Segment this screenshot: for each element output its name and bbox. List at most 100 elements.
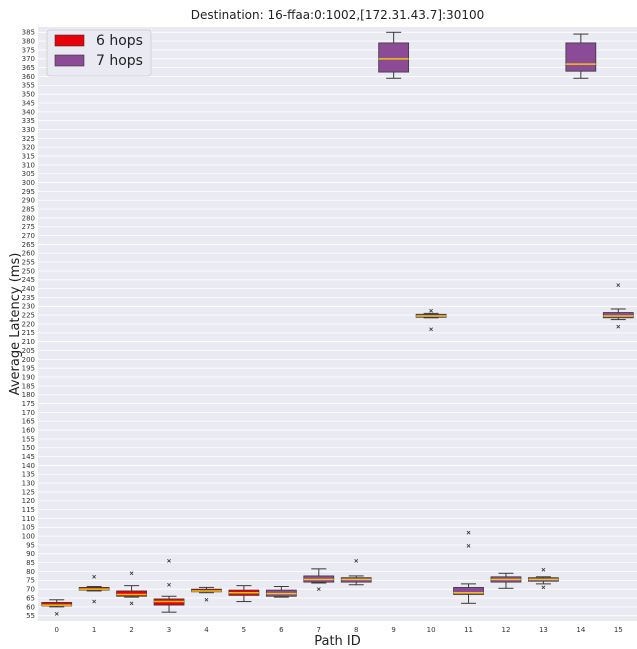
x-tick-label: 14 xyxy=(576,626,585,634)
y-tick-label: 380 xyxy=(22,38,35,46)
y-axis-ticks: 5560657075808590951001051101151201251301… xyxy=(22,29,35,620)
y-tick-label: 55 xyxy=(26,612,35,620)
y-tick-label: 130 xyxy=(22,480,35,488)
y-tick-label: 245 xyxy=(22,276,35,284)
y-tick-label: 80 xyxy=(26,568,35,576)
y-tick-label: 100 xyxy=(22,533,35,541)
y-tick-label: 260 xyxy=(22,250,35,258)
x-tick-label: 7 xyxy=(317,626,321,634)
y-tick-label: 150 xyxy=(22,444,35,452)
box-path-13 xyxy=(528,567,559,590)
box-iqr xyxy=(565,42,597,72)
y-tick-label: 95 xyxy=(26,541,35,549)
box-path-2 xyxy=(116,571,147,606)
outlier-marker xyxy=(616,283,621,287)
y-tick-label: 60 xyxy=(26,603,35,611)
x-tick-label: 8 xyxy=(354,626,358,634)
x-tick-label: 1 xyxy=(92,626,96,634)
y-tick-label: 75 xyxy=(26,577,35,585)
y-tick-label: 65 xyxy=(26,594,35,602)
outlier-stroke xyxy=(204,597,209,602)
box-iqr xyxy=(41,602,73,607)
x-tick-label: 4 xyxy=(204,626,209,634)
x-tick-label: 3 xyxy=(167,626,171,634)
y-tick-label: 350 xyxy=(22,91,35,99)
y-tick-label: 125 xyxy=(22,488,35,496)
y-tick-label: 145 xyxy=(22,453,35,461)
y-tick-label: 300 xyxy=(22,179,35,187)
y-tick-label: 375 xyxy=(22,46,35,54)
y-tick-label: 355 xyxy=(22,82,35,90)
y-tick-label: 275 xyxy=(22,223,35,231)
outlier-marker xyxy=(354,559,359,563)
outlier-stroke xyxy=(429,308,433,313)
box-iqr xyxy=(378,42,410,73)
x-tick-label: 15 xyxy=(614,626,623,634)
y-tick-label: 315 xyxy=(22,152,35,160)
y-tick-label: 340 xyxy=(22,108,35,116)
outlier-stroke xyxy=(167,559,171,563)
outlier-marker xyxy=(466,530,471,535)
outlier-marker xyxy=(316,587,321,592)
legend-label: 7 hops xyxy=(96,53,143,69)
box-path-6 xyxy=(265,586,297,598)
x-tick-label: 2 xyxy=(129,626,133,634)
y-tick-label: 360 xyxy=(22,73,35,81)
y-tick-label: 105 xyxy=(22,524,35,532)
box-path-15 xyxy=(602,283,634,329)
box-iqr xyxy=(116,590,147,597)
x-tick-label: 13 xyxy=(539,626,548,634)
y-tick-label: 85 xyxy=(26,559,35,567)
outlier-marker xyxy=(167,582,171,587)
outlier-marker xyxy=(429,327,433,332)
box-path-4 xyxy=(191,586,222,602)
y-tick-label: 140 xyxy=(22,462,35,470)
outlier-stroke xyxy=(129,571,134,576)
x-tick-label: 0 xyxy=(54,626,58,634)
y-tick-label: 195 xyxy=(22,365,35,373)
x-axis-title: Path ID xyxy=(314,634,361,649)
legend: 6 hops 7 hops xyxy=(46,29,152,77)
outlier-marker xyxy=(204,597,209,602)
outlier-stroke xyxy=(429,327,433,332)
x-tick-label: 11 xyxy=(464,626,473,634)
legend-swatch xyxy=(54,54,85,67)
box-path-1 xyxy=(78,574,110,604)
outlier-marker xyxy=(616,324,621,329)
outlier-stroke xyxy=(541,585,546,590)
y-tick-label: 230 xyxy=(22,303,35,311)
y-tick-label: 185 xyxy=(22,382,35,390)
y-tick-label: 205 xyxy=(22,347,35,355)
y-tick-label: 180 xyxy=(22,391,35,399)
y-tick-label: 255 xyxy=(22,259,35,267)
y-tick-label: 110 xyxy=(22,515,35,523)
x-axis-ticks: 0 1 2 3 4 5 6 7 8 9 10 11 12 13 14 15 xyxy=(54,626,622,634)
outlier-marker xyxy=(466,543,471,548)
y-axis-title: Average Latency (ms) xyxy=(8,253,23,396)
y-tick-label: 280 xyxy=(22,214,35,222)
outlier-stroke xyxy=(466,530,471,535)
chart-title: Destination: 16-ffaa:0:1002,[172.31.43.7… xyxy=(191,8,484,22)
y-tick-label: 265 xyxy=(22,241,35,249)
outlier-stroke xyxy=(92,599,97,604)
y-tick-label: 215 xyxy=(22,329,35,337)
outlier-stroke xyxy=(92,574,97,579)
y-tick-label: 235 xyxy=(22,294,35,302)
box-path-7 xyxy=(303,568,335,592)
outlier-stroke xyxy=(616,283,621,287)
box-path-8 xyxy=(340,559,372,586)
y-tick-label: 70 xyxy=(26,586,35,594)
outlier-stroke xyxy=(167,582,171,587)
y-tick-label: 385 xyxy=(22,29,35,37)
outlier-marker xyxy=(541,567,546,572)
y-tick-label: 120 xyxy=(22,497,35,505)
outlier-marker xyxy=(92,599,97,604)
outlier-stroke xyxy=(316,587,321,592)
y-tick-label: 320 xyxy=(22,144,35,152)
outlier-marker xyxy=(167,559,171,563)
x-tick-label: 10 xyxy=(427,626,436,634)
x-tick-label: 9 xyxy=(391,626,395,634)
y-tick-label: 365 xyxy=(22,64,35,72)
outlier-stroke xyxy=(129,601,134,606)
